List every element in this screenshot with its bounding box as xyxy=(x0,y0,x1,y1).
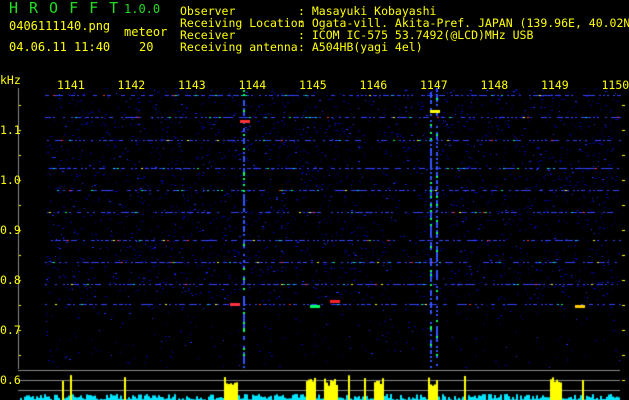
y-axis-unit: kHz xyxy=(0,73,21,87)
x-tick-label: 1143 xyxy=(178,78,206,92)
app-title: HROFFT xyxy=(9,0,130,17)
filename: 0406111140.png xyxy=(9,19,111,33)
x-tick-label: 1150 xyxy=(601,78,629,92)
info-antenna: Receiving antenna: A504HB(yagi 4el) xyxy=(180,41,423,53)
meteor-count: 20 xyxy=(139,40,154,54)
meteor-label: meteor xyxy=(124,25,168,39)
y-tick-label: 0.6 xyxy=(0,373,21,387)
info-value: : A504HB(yagi 4el) xyxy=(298,40,423,54)
x-tick-label: 1147 xyxy=(420,78,448,92)
y-tick-label: 1.1 xyxy=(0,123,21,137)
y-tick-label: 0.9 xyxy=(0,223,21,237)
y-tick-label: 0.8 xyxy=(0,273,21,287)
info-label: Receiver xyxy=(180,28,236,42)
info-label: Receiving Location xyxy=(180,16,305,30)
x-tick-label: 1148 xyxy=(480,78,509,92)
y-tick-label: 1.0 xyxy=(0,173,21,187)
info-receiver: Receiver : ICOM IC-575 53.7492(@LCD)MHz U… xyxy=(180,29,533,41)
info-value: : Ogata-vill. Akita-Pref. JAPAN (139.96E… xyxy=(298,16,629,30)
x-tick-label: 1145 xyxy=(299,78,327,92)
x-tick-label: 1144 xyxy=(238,78,267,92)
info-value: : Masayuki Kobayashi xyxy=(298,4,437,18)
y-tick-label: 0.7 xyxy=(0,323,21,337)
info-observer: Observer : Masayuki Kobayashi xyxy=(180,5,436,17)
datetime: 04.06.11 11:40 xyxy=(9,40,111,54)
x-tick-label: 1142 xyxy=(117,78,146,92)
x-tick-label: 1146 xyxy=(359,78,388,92)
app-version: 1.0.0 xyxy=(124,2,161,16)
info-value: : ICOM IC-575 53.7492(@LCD)MHz USB xyxy=(298,28,534,42)
info-label: Receiving antenna xyxy=(180,40,298,54)
x-tick-label: 1149 xyxy=(541,78,569,92)
info-location: Receiving Location: Ogata-vill. Akita-Pr… xyxy=(180,17,629,29)
info-label: Observer xyxy=(180,4,236,18)
x-tick-label: 1141 xyxy=(57,78,85,92)
